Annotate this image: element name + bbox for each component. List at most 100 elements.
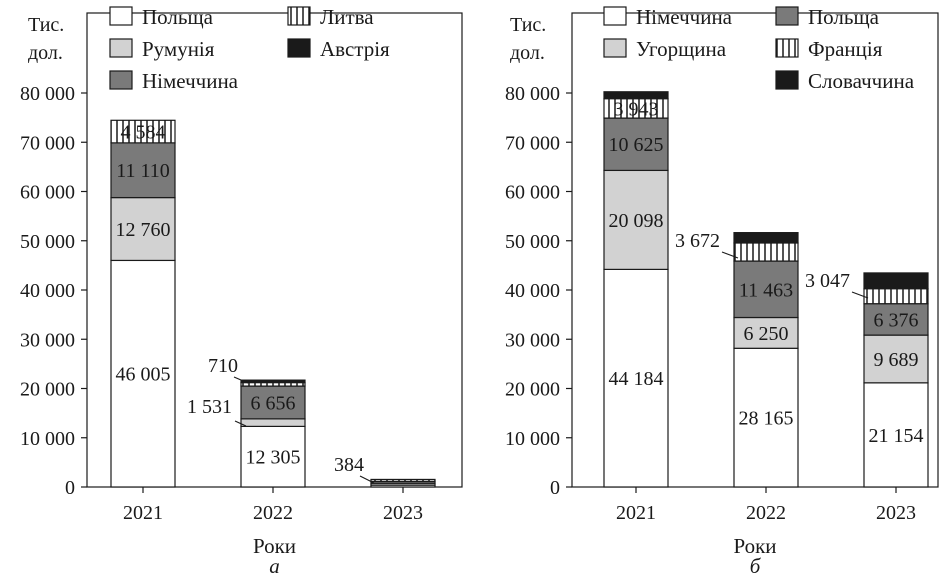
data-label: 12 760 xyxy=(116,219,171,241)
panel-label: а xyxy=(269,554,280,577)
data-label: 384 xyxy=(334,454,364,476)
y-tick-label: 30 000 xyxy=(20,329,75,351)
legend-swatch xyxy=(287,38,311,58)
data-label: 28 165 xyxy=(739,408,794,430)
x-tick-label: 2021 xyxy=(616,502,656,524)
legend-entry: Австрія xyxy=(320,37,390,61)
legend-swatch xyxy=(109,38,133,58)
data-label: 11 110 xyxy=(116,160,170,182)
legend-swatch xyxy=(775,38,799,58)
y-tick-label: 0 xyxy=(550,477,560,499)
bar-segment xyxy=(733,260,799,319)
y-tick-label: 80 000 xyxy=(20,83,75,105)
data-label: 44 184 xyxy=(609,368,664,390)
bar-segment xyxy=(110,259,176,488)
data-label: 6 376 xyxy=(874,309,919,331)
legend-swatch xyxy=(775,6,799,26)
data-label: 20 098 xyxy=(609,210,664,232)
y-tick-label: 20 000 xyxy=(505,379,560,401)
x-tick-label: 2022 xyxy=(253,502,293,524)
legend-entry: Польща xyxy=(142,5,214,29)
y-tick-label: 40 000 xyxy=(20,280,75,302)
y-tick-label: 70 000 xyxy=(20,132,75,154)
bar-segment xyxy=(240,425,306,488)
legend-swatch xyxy=(603,38,627,58)
y-unit-label: Тис. xyxy=(28,14,64,36)
legend-swatch xyxy=(109,70,133,90)
y-tick-label: 10 000 xyxy=(505,428,560,450)
legend-entry: Німеччина xyxy=(142,69,239,93)
data-label: 3 672 xyxy=(675,230,720,252)
y-tick-label: 60 000 xyxy=(20,182,75,204)
bar-segment xyxy=(240,379,306,384)
data-label: 11 463 xyxy=(739,279,793,301)
legend-swatch xyxy=(109,6,133,26)
data-label-leader xyxy=(721,251,739,259)
x-tick-label: 2021 xyxy=(123,502,163,524)
y-tick-label: 50 000 xyxy=(505,231,560,253)
data-label: 6 250 xyxy=(744,323,789,345)
y-tick-label: 40 000 xyxy=(505,280,560,302)
chart-panel-a: Тис. дол. 0 10 000 20 000 30 000 40 000 50 000 6… xyxy=(20,5,463,577)
x-tick-label: 2023 xyxy=(876,502,916,524)
bar-segment xyxy=(240,385,306,420)
legend-entry: Франція xyxy=(808,37,883,61)
y-tick-label: 0 xyxy=(65,477,75,499)
data-label-leader xyxy=(359,475,375,484)
data-label: 9 689 xyxy=(874,349,919,371)
legend-entry: Німеччина xyxy=(636,5,733,29)
legend-swatch xyxy=(287,6,311,26)
legend-entry: Словаччина xyxy=(808,69,915,93)
data-label: 4 584 xyxy=(121,122,166,144)
bar-segment xyxy=(603,268,669,488)
bar-segment xyxy=(733,316,799,349)
y-tick-label: 10 000 xyxy=(20,428,75,450)
bar-segment xyxy=(603,91,669,100)
bar-segment xyxy=(863,382,929,488)
y-tick-label: 80 000 xyxy=(505,83,560,105)
data-label: 6 656 xyxy=(251,392,296,414)
bar-segment xyxy=(863,272,929,290)
data-label: 12 305 xyxy=(246,447,301,469)
bar-segment xyxy=(863,334,929,384)
legend-swatch xyxy=(603,6,627,26)
legend-entry: Литва xyxy=(320,5,374,29)
data-label: 3 047 xyxy=(805,270,850,292)
data-label: 1 531 xyxy=(187,396,232,418)
x-tick-label: 2022 xyxy=(746,502,786,524)
bar-segment xyxy=(603,169,669,270)
legend-entry: Угорщина xyxy=(636,37,727,61)
bar-segment xyxy=(863,288,929,305)
data-label: 21 154 xyxy=(869,425,924,447)
bar-segment xyxy=(110,196,176,262)
data-label: 710 xyxy=(208,355,238,377)
data-label-leader xyxy=(234,420,247,427)
bar-segment xyxy=(863,303,929,336)
bar-segment xyxy=(110,119,176,144)
y-tick-label: 60 000 xyxy=(505,182,560,204)
bar-segment xyxy=(733,242,799,262)
y-unit-label: дол. xyxy=(28,42,63,64)
data-label: 10 625 xyxy=(609,134,664,156)
y-unit-label: дол. xyxy=(510,42,545,64)
data-label-leader xyxy=(233,376,249,384)
bar-segment xyxy=(240,418,306,427)
y-tick-label: 30 000 xyxy=(505,329,560,351)
bar-segment xyxy=(370,478,436,482)
y-tick-label: 50 000 xyxy=(20,231,75,253)
legend-entry: Румунія xyxy=(142,37,215,61)
bar-segment xyxy=(733,232,799,244)
data-label-leader xyxy=(851,291,869,299)
x-axis-title: Роки xyxy=(253,534,296,558)
chart-panel-b: Тис. дол. 0 10 000 20 000 30 000 40 000 50 000 6… xyxy=(505,5,939,577)
x-tick-label: 2023 xyxy=(383,502,423,524)
y-unit-label: Тис. xyxy=(510,14,546,36)
data-label: 3 943 xyxy=(614,98,659,120)
legend-entry: Польща xyxy=(808,5,880,29)
data-label: 46 005 xyxy=(116,364,171,386)
bar-segment xyxy=(603,117,669,172)
panel-label: б xyxy=(750,554,762,577)
y-tick-label: 70 000 xyxy=(505,132,560,154)
y-tick-label: 20 000 xyxy=(20,379,75,401)
